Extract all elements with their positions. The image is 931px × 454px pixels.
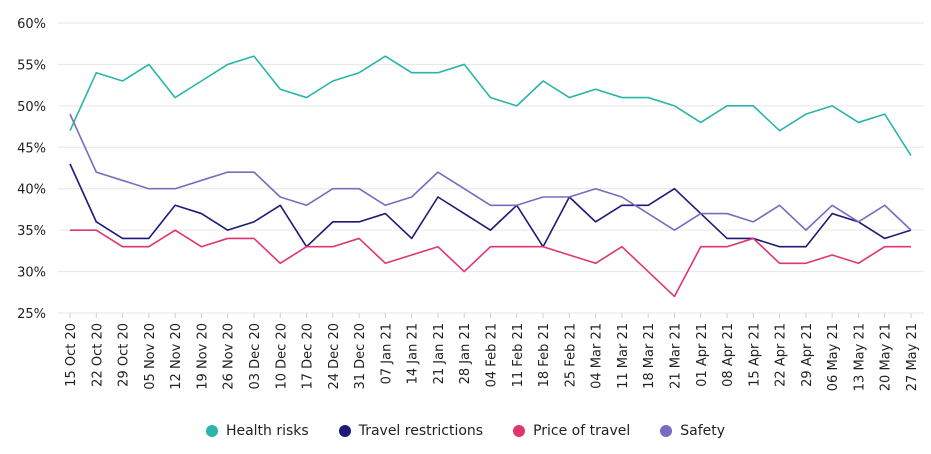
legend-item-travel-restrictions: Travel restrictions bbox=[338, 423, 484, 439]
x-tick-label: 22 Oct 20 bbox=[90, 323, 105, 387]
x-tick-label: 11 Mar 21 bbox=[616, 323, 631, 389]
legend-marker bbox=[205, 425, 218, 437]
legend-item-safety: Safety bbox=[660, 423, 725, 439]
x-tick-label: 03 Dec 20 bbox=[248, 323, 263, 390]
x-tick-label: 04 Feb 21 bbox=[485, 323, 500, 387]
x-tick-label: 31 Dec 20 bbox=[353, 323, 368, 390]
series-lines bbox=[69, 55, 912, 298]
series-line-travel-restrictions bbox=[69, 163, 912, 248]
grid-lines bbox=[58, 22, 924, 314]
legend-marker bbox=[660, 425, 673, 437]
legend: Health risks Travel restrictions Price of … bbox=[0, 418, 931, 444]
series-line-price-of-travel bbox=[70, 229, 911, 298]
x-tick-label: 21 Mar 21 bbox=[668, 323, 683, 389]
x-tick-label: 05 Nov 20 bbox=[143, 323, 158, 390]
series-line-health-risks bbox=[69, 55, 912, 156]
legend-item-price-of-travel: Price of travel bbox=[513, 423, 630, 439]
x-tick-label: 08 Apr 21 bbox=[721, 323, 736, 387]
x-tick-label: 15 Apr 21 bbox=[747, 323, 762, 387]
x-tick-label: 26 Nov 20 bbox=[222, 323, 237, 390]
x-tick-label: 11 Feb 21 bbox=[511, 323, 526, 387]
y-tick-label: 55% bbox=[17, 58, 46, 73]
legend-item-health-risks: Health risks bbox=[205, 423, 309, 439]
x-tick-label: 14 Jan 21 bbox=[406, 323, 421, 384]
x-tick-label: 12 Nov 20 bbox=[169, 323, 184, 390]
x-tick-label: 22 Apr 21 bbox=[774, 323, 789, 387]
x-tick-label: 15 Oct 20 bbox=[64, 323, 79, 387]
x-tick-label: 18 Mar 21 bbox=[642, 323, 657, 389]
x-tick-label: 27 May 21 bbox=[905, 323, 920, 391]
x-tick-label: 24 Dec 20 bbox=[327, 323, 342, 390]
x-tick-label: 29 Oct 20 bbox=[117, 323, 132, 387]
y-tick-label: 25% bbox=[17, 307, 46, 322]
y-tick-label: 35% bbox=[17, 224, 46, 239]
x-tick-label: 10 Dec 20 bbox=[274, 323, 289, 390]
y-axis: 25% 30% 35% 40% 45% 50% 55% 60% bbox=[17, 17, 46, 322]
series-line-safety bbox=[69, 113, 912, 231]
x-axis: 15 Oct 20 22 Oct 20 29 Oct 20 05 Nov 20 12 N… bbox=[64, 313, 920, 391]
y-tick-label: 60% bbox=[17, 17, 46, 32]
legend-label: Safety bbox=[680, 423, 726, 439]
legend-marker bbox=[338, 425, 351, 437]
legend-marker bbox=[513, 425, 526, 437]
x-tick-label: 07 Jan 21 bbox=[379, 323, 394, 384]
x-tick-label: 17 Dec 20 bbox=[301, 323, 316, 390]
x-tick-label: 25 Feb 21 bbox=[563, 323, 578, 387]
x-tick-label: 01 Apr 21 bbox=[695, 323, 710, 387]
x-tick-label: 06 May 21 bbox=[826, 323, 841, 391]
legend-label: Price of travel bbox=[533, 423, 631, 439]
x-tick-label: 19 Nov 20 bbox=[195, 323, 210, 390]
y-tick-label: 45% bbox=[17, 141, 46, 156]
y-tick-label: 30% bbox=[17, 266, 46, 281]
x-tick-label: 20 May 21 bbox=[879, 323, 894, 391]
x-tick-label: 29 Apr 21 bbox=[800, 323, 815, 387]
legend-label: Health risks bbox=[225, 423, 309, 439]
x-tick-label: 13 May 21 bbox=[852, 323, 867, 391]
legend-label: Travel restrictions bbox=[358, 423, 484, 439]
x-tick-label: 04 Mar 21 bbox=[590, 323, 605, 389]
x-tick-label: 21 Jan 21 bbox=[432, 323, 447, 384]
x-tick-label: 18 Feb 21 bbox=[537, 323, 552, 387]
y-tick-label: 50% bbox=[17, 100, 46, 115]
x-tick-label: 28 Jan 21 bbox=[458, 323, 473, 384]
y-tick-label: 40% bbox=[17, 183, 46, 198]
